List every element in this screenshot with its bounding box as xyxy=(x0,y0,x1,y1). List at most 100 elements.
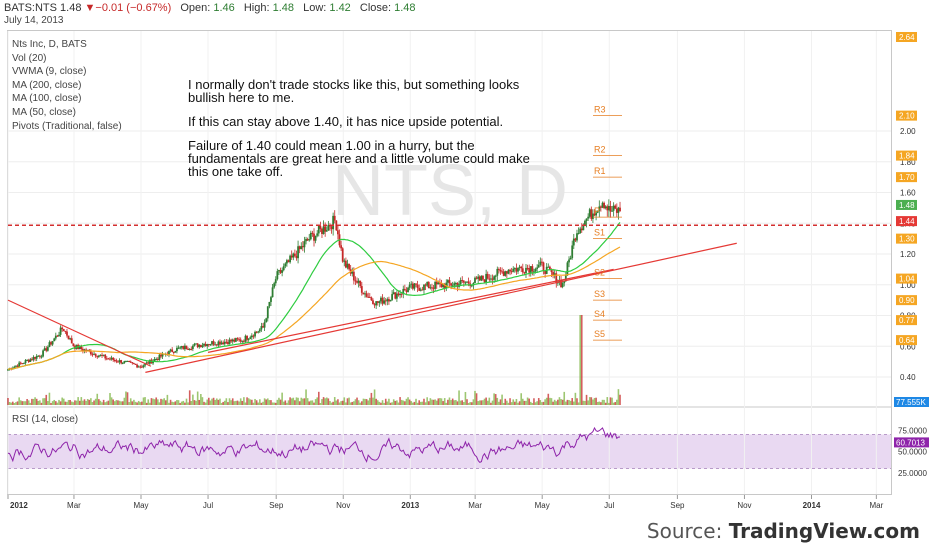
rsi-label[interactable]: RSI (14, close) xyxy=(12,414,79,425)
candle-body xyxy=(61,327,64,330)
candle-body xyxy=(134,363,137,365)
volume-bar xyxy=(337,399,339,405)
volume-bar xyxy=(381,400,384,405)
high-label: High: xyxy=(243,2,270,14)
volume-bar xyxy=(447,399,449,405)
volume-bar xyxy=(536,401,538,405)
chart-date: July 14, 2013 xyxy=(4,15,64,26)
candle-body xyxy=(172,352,175,354)
volume-bar xyxy=(353,401,355,405)
candle-body xyxy=(359,280,362,287)
volume-bar xyxy=(147,399,150,405)
legend-item[interactable]: Vol (20) xyxy=(12,52,47,64)
candle-body xyxy=(241,340,244,342)
price-badge xyxy=(896,150,917,161)
candle-body xyxy=(397,293,400,296)
candle-body xyxy=(126,360,129,362)
volume-bar xyxy=(295,397,298,405)
candle-body xyxy=(246,335,248,340)
legend-item[interactable]: MA (200, close) xyxy=(12,79,82,91)
volume-bar xyxy=(231,398,234,405)
volume-bar xyxy=(608,402,610,405)
volume-bar xyxy=(592,399,594,405)
legend-item[interactable]: MA (100, close) xyxy=(12,93,82,105)
volume-bar xyxy=(23,401,25,405)
volume-bar xyxy=(316,397,318,405)
candle-body xyxy=(137,366,140,368)
candle-body xyxy=(383,300,386,304)
candle-body xyxy=(139,366,142,368)
rsi-tick-label: 50.0000 xyxy=(898,448,927,457)
candle-body xyxy=(214,344,217,346)
volume-bar xyxy=(117,400,119,405)
candle-body xyxy=(54,335,57,339)
volume-bar xyxy=(233,401,236,405)
legend-item[interactable]: MA (50, close) xyxy=(12,106,76,118)
volume-bar xyxy=(211,398,213,405)
volume-bar xyxy=(612,402,615,405)
candle-body xyxy=(615,208,618,213)
volume-bar xyxy=(421,401,424,405)
candle-body xyxy=(227,342,229,345)
volume-bar xyxy=(7,397,9,405)
candle-body xyxy=(319,225,322,229)
candle-body xyxy=(588,209,591,217)
candle-body xyxy=(59,327,62,335)
volume-bar xyxy=(419,401,422,405)
candle-body xyxy=(603,202,605,209)
candle-body xyxy=(250,335,253,338)
volume-bar xyxy=(512,399,515,405)
candle-body xyxy=(499,269,502,272)
candle-body xyxy=(343,260,346,262)
legend-item[interactable]: VWMA (9, close) xyxy=(12,66,87,78)
watermark: NTS, D xyxy=(332,151,568,231)
volume-bar xyxy=(552,401,554,405)
legend-item[interactable]: Pivots (Traditional, false) xyxy=(12,120,122,132)
volume-bar xyxy=(134,401,137,405)
volume-bar xyxy=(282,401,285,405)
candle-body xyxy=(266,306,269,319)
candle-body xyxy=(572,238,575,246)
volume-bar xyxy=(517,402,519,405)
candle-body xyxy=(360,286,363,293)
candle-body xyxy=(58,334,60,337)
volume-bar xyxy=(469,402,472,405)
candle-body xyxy=(362,292,365,295)
volume-bar xyxy=(243,397,245,405)
candle-body xyxy=(564,275,567,282)
uptrend-line xyxy=(145,242,737,373)
candle-body xyxy=(313,233,315,241)
candle-body xyxy=(386,299,389,302)
volume-bar xyxy=(549,397,551,405)
volume-bar xyxy=(201,397,204,405)
volume-bar xyxy=(563,391,566,405)
candle-body xyxy=(64,330,67,332)
volume-bar xyxy=(128,402,130,405)
candle-body xyxy=(529,266,532,273)
y-tick-label: 1.20 xyxy=(900,250,916,259)
volume-bar xyxy=(604,402,607,405)
volume-bar xyxy=(251,399,253,405)
low-label: Low: xyxy=(303,2,327,14)
candle-body xyxy=(297,246,299,259)
candle-body xyxy=(153,359,156,361)
volume-bar xyxy=(402,400,405,405)
volume-bar xyxy=(392,399,395,405)
candle-body xyxy=(477,276,480,279)
candle-body xyxy=(38,355,41,357)
volume-bar xyxy=(113,401,116,405)
pivot-label: R3 xyxy=(594,105,606,115)
volume-bar xyxy=(525,400,527,405)
candle-body xyxy=(24,360,27,364)
candle-body xyxy=(289,255,292,263)
candle-body xyxy=(115,360,118,362)
volume-bar xyxy=(365,399,368,405)
candle-body xyxy=(193,343,196,346)
volume-bar xyxy=(531,402,534,405)
volume-bar xyxy=(131,401,134,405)
candle-body xyxy=(585,218,588,221)
volume-bar xyxy=(338,402,341,405)
candle-body xyxy=(491,278,494,280)
candle-body xyxy=(437,282,440,285)
